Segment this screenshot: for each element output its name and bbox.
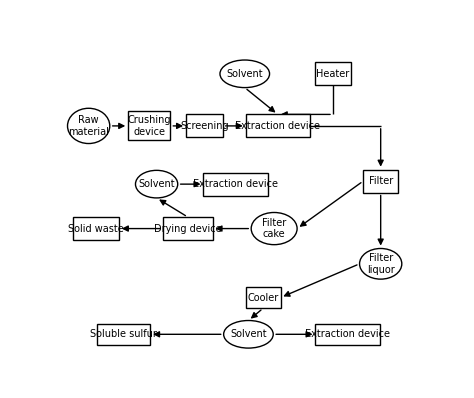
FancyBboxPatch shape (186, 114, 223, 137)
FancyBboxPatch shape (128, 111, 170, 140)
FancyBboxPatch shape (73, 217, 119, 240)
Text: Filter
liquor: Filter liquor (367, 253, 394, 275)
Text: Extraction device: Extraction device (305, 329, 390, 339)
Text: Cooler: Cooler (247, 293, 279, 302)
Text: Soluble sulfur: Soluble sulfur (90, 329, 157, 339)
Ellipse shape (224, 320, 273, 348)
Text: Extraction device: Extraction device (235, 121, 320, 131)
Ellipse shape (360, 248, 402, 279)
Text: Solid waste: Solid waste (68, 224, 124, 234)
FancyBboxPatch shape (316, 324, 380, 345)
Text: Solvent: Solvent (230, 329, 267, 339)
Text: Solvent: Solvent (227, 69, 263, 79)
Text: Filter: Filter (369, 176, 393, 186)
FancyBboxPatch shape (246, 287, 281, 308)
Text: Solvent: Solvent (138, 179, 175, 189)
Text: Raw
material: Raw material (68, 115, 109, 137)
FancyBboxPatch shape (363, 170, 398, 193)
FancyBboxPatch shape (246, 114, 310, 137)
FancyBboxPatch shape (315, 62, 351, 85)
Text: Filter
cake: Filter cake (262, 218, 286, 239)
Ellipse shape (251, 213, 297, 245)
Text: Screening: Screening (180, 121, 228, 131)
FancyBboxPatch shape (97, 324, 150, 345)
Text: Crushing
device: Crushing device (128, 115, 171, 137)
Ellipse shape (67, 108, 110, 144)
Text: Drying device: Drying device (154, 224, 222, 234)
Ellipse shape (136, 170, 178, 198)
Text: Extraction device: Extraction device (193, 179, 278, 189)
Ellipse shape (220, 60, 270, 88)
FancyBboxPatch shape (203, 173, 268, 196)
Text: Heater: Heater (316, 69, 349, 79)
FancyBboxPatch shape (163, 217, 213, 240)
